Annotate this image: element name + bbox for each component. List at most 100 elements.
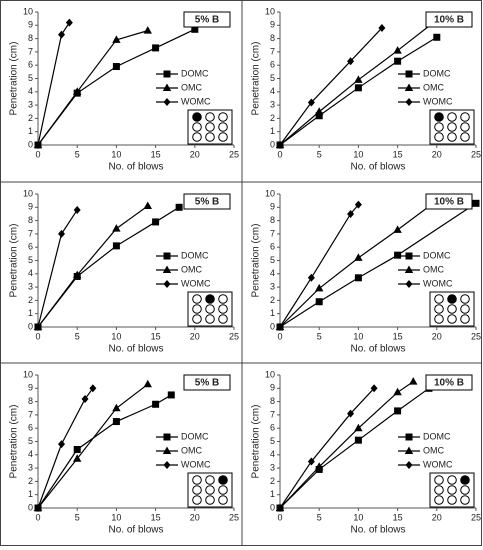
y-tick-label: 6 xyxy=(28,423,33,433)
legend-marker xyxy=(405,433,413,441)
y-tick-label: 10 xyxy=(23,369,33,379)
specimen-hole xyxy=(447,485,457,495)
legend-label: WOMC xyxy=(181,459,211,469)
marker-square xyxy=(354,436,362,444)
y-tick-label: 0 xyxy=(28,139,33,149)
y-tick-label: 2 xyxy=(28,113,33,123)
y-tick-label: 10 xyxy=(265,369,275,379)
specimen-hole xyxy=(205,132,215,142)
chart-panel: 0 1 2 3 4 5 6 7 8 9 10 0 5 10 15 20 25 No. of blows Penetr… xyxy=(9,6,239,172)
legend-marker xyxy=(163,70,171,78)
specimen-hole xyxy=(205,314,215,324)
y-tick-label: 9 xyxy=(28,383,33,393)
y-tick-label: 10 xyxy=(23,6,33,16)
x-tick-label: 20 xyxy=(190,512,200,522)
legend-marker xyxy=(404,83,414,91)
specimen-hole xyxy=(192,294,202,304)
legend-label: OMC xyxy=(181,264,202,274)
legend-marker xyxy=(405,461,413,469)
series-line xyxy=(37,383,149,509)
chart-title: 10% B xyxy=(434,197,464,208)
y-tick-label: 10 xyxy=(265,188,275,198)
marker-diamond xyxy=(276,323,284,331)
legend-label: OMC xyxy=(423,264,444,274)
marker-diamond xyxy=(34,504,42,512)
legend-label: OMC xyxy=(181,445,202,455)
x-tick-label: 10 xyxy=(353,149,363,159)
x-tick-label: 5 xyxy=(75,149,80,159)
y-tick-label: 0 xyxy=(28,321,33,331)
marker-diamond xyxy=(347,409,355,418)
marker-triangle xyxy=(409,377,418,385)
x-tick-label: 25 xyxy=(471,149,481,159)
y-tick-label: 6 xyxy=(270,423,275,433)
specimen-hole xyxy=(218,304,228,314)
series-line xyxy=(279,200,438,328)
marker-diamond xyxy=(354,200,362,209)
marker-square xyxy=(167,391,175,399)
legend-marker xyxy=(163,98,171,106)
marker-square xyxy=(433,33,441,41)
marker-square xyxy=(152,44,160,52)
specimen-hole xyxy=(460,485,470,495)
legend-label: OMC xyxy=(423,445,444,455)
specimen-hole xyxy=(447,112,457,122)
y-tick-label: 1 xyxy=(28,126,33,136)
series-line xyxy=(279,387,375,509)
marker-diamond xyxy=(276,141,284,149)
marker-square xyxy=(315,112,323,120)
marker-diamond xyxy=(378,23,386,32)
marker-triangle xyxy=(315,283,324,292)
legend-label: DOMC xyxy=(423,431,451,441)
y-tick-label: 3 xyxy=(270,281,275,291)
marker-diamond xyxy=(347,57,355,66)
y-tick-label: 0 xyxy=(270,502,275,512)
legend-label: WOMC xyxy=(423,96,453,106)
specimen-hole xyxy=(447,304,457,314)
y-tick-label: 9 xyxy=(28,20,33,30)
specimen-hole xyxy=(460,304,470,314)
y-tick-label: 5 xyxy=(28,436,33,446)
marker-square xyxy=(354,84,362,92)
x-tick-label: 10 xyxy=(353,512,363,522)
marker-triangle xyxy=(315,107,324,115)
marker-square xyxy=(354,274,362,282)
specimen-hole xyxy=(192,122,202,132)
marker-square xyxy=(152,400,160,408)
title-box xyxy=(183,11,231,28)
specimen-hole xyxy=(434,314,444,324)
title-box xyxy=(425,374,473,391)
specimen-hole xyxy=(218,122,228,132)
x-tick-label: 20 xyxy=(190,331,200,341)
y-tick-label: 7 xyxy=(270,228,275,238)
specimen-hole xyxy=(434,122,444,132)
x-axis-label: No. of blows xyxy=(350,525,405,536)
y-tick-label: 2 xyxy=(28,295,33,305)
x-axis-label: No. of blows xyxy=(108,525,163,536)
marker-square xyxy=(394,57,402,65)
x-tick-label: 5 xyxy=(317,149,322,159)
marker-triangle xyxy=(73,87,82,95)
title-box xyxy=(425,11,473,28)
marker-square xyxy=(112,63,120,71)
y-tick-label: 3 xyxy=(270,99,275,109)
series-line xyxy=(279,27,383,146)
y-tick-label: 1 xyxy=(270,489,275,499)
x-axis-label: No. of blows xyxy=(350,344,405,355)
marker-diamond xyxy=(89,384,97,393)
y-tick-label: 9 xyxy=(28,202,33,212)
specimen-hole xyxy=(218,294,228,304)
specimen-hole xyxy=(434,304,444,314)
y-tick-label: 6 xyxy=(28,242,33,252)
specimen-hole xyxy=(192,485,202,495)
legend-label: DOMC xyxy=(423,250,451,260)
y-tick-label: 0 xyxy=(28,502,33,512)
y-tick-label: 9 xyxy=(270,20,275,30)
specimen-hole xyxy=(447,475,457,485)
y-tick-label: 8 xyxy=(28,396,33,406)
x-tick-label: 20 xyxy=(432,512,442,522)
x-axis-label: No. of blows xyxy=(108,162,163,173)
marker-square xyxy=(472,199,480,207)
legend-label: OMC xyxy=(423,82,444,92)
